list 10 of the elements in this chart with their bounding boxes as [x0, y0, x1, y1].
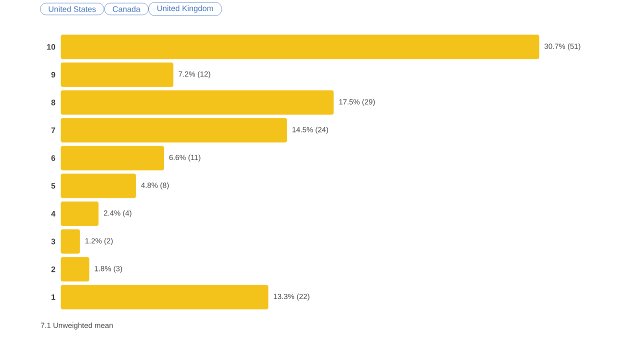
bar — [60, 34, 540, 60]
bar — [60, 257, 90, 282]
bar — [60, 284, 268, 310]
bar — [60, 174, 136, 198]
bar — [60, 90, 334, 115]
bar — [60, 229, 80, 254]
bar — [60, 202, 99, 226]
bar — [60, 146, 164, 170]
bar — [60, 118, 287, 142]
bar — [60, 62, 174, 87]
